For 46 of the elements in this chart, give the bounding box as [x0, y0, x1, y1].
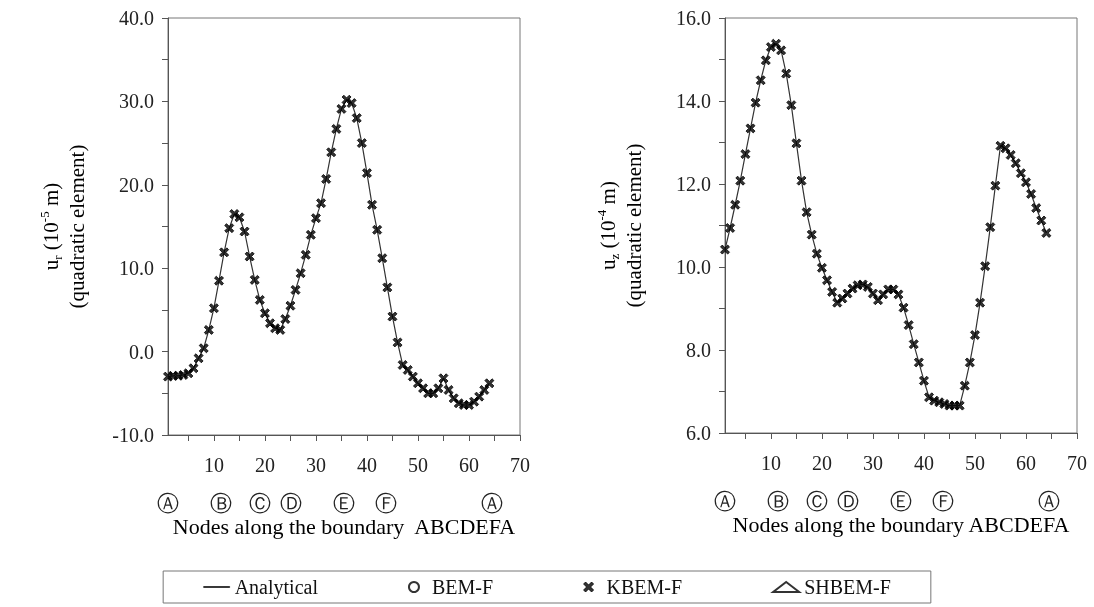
y-tick-label: 30.0	[119, 90, 154, 113]
text: Ⓐ	[480, 490, 503, 516]
legend-label: Analytical	[234, 576, 319, 599]
text: Ⓐ	[1037, 488, 1060, 514]
x-tick-label: 20	[811, 452, 832, 474]
x-axis-title: Nodes along the boundary ABCDEFA	[732, 511, 1070, 537]
y-tick-label: -10.0	[112, 424, 154, 446]
x-tick-label: 40	[913, 452, 934, 474]
text: Ⓐ	[714, 488, 736, 514]
x-tick-label: 70	[1067, 452, 1087, 474]
y-tick-label: 6.0	[686, 422, 711, 444]
text: Ⓔ	[890, 488, 912, 514]
y-tick-label: 10.0	[119, 257, 154, 280]
text: Ⓑ	[209, 490, 232, 516]
x-tick-label: 70	[510, 454, 530, 476]
x-tick-label: 20	[254, 454, 275, 476]
y-tick-label: 16.0	[676, 7, 711, 29]
x-tick-label: 60	[458, 454, 479, 476]
x-tick-label: 60	[1015, 452, 1036, 474]
y-tick-label: 40.0	[119, 7, 154, 29]
x-tick-label: 40	[356, 454, 377, 476]
text: Ⓒ	[805, 488, 828, 514]
x-tick-label: 50	[964, 452, 985, 474]
legend-label: BEM-F	[431, 576, 494, 598]
text: Ⓔ	[333, 490, 355, 516]
text: Ⓕ	[932, 488, 955, 514]
x-tick-label: 30	[305, 454, 326, 476]
y-tick-label: 14.0	[676, 90, 711, 112]
x-tick-label: 30	[862, 452, 883, 474]
legend-label: SHBEM-F	[804, 576, 891, 598]
text: Ⓓ	[837, 488, 860, 514]
text: Ⓒ	[248, 490, 271, 516]
y-tick-label: 8.0	[686, 339, 711, 361]
x-tick-label: 10	[760, 452, 781, 474]
text: Ⓑ	[766, 488, 789, 514]
text: Ⓐ	[157, 490, 179, 516]
legend-label: KBEM-F	[606, 576, 683, 598]
text: Ⓕ	[375, 490, 398, 516]
y-tick-label: 20.0	[119, 173, 154, 196]
x-tick-label: 50	[407, 454, 428, 476]
x-tick-label: 10	[203, 454, 224, 476]
y-tick-label: 0.0	[129, 340, 154, 363]
text: Ⓓ	[280, 490, 303, 516]
y-tick-label: 10.0	[676, 256, 711, 278]
y-tick-label: 12.0	[676, 173, 711, 195]
x-axis-title: Nodes along the boundary ABCDEFA	[172, 513, 516, 539]
